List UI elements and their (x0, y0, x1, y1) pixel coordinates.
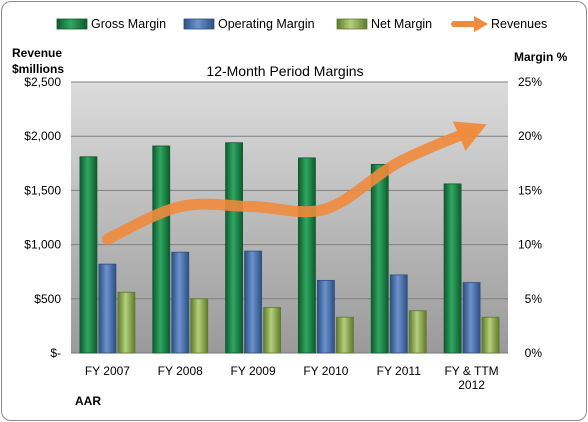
bar-gross-margin-2 (152, 145, 171, 354)
legend-swatch-net-margin (336, 18, 368, 30)
left-axis-title-line-1: Revenue (12, 46, 62, 60)
bar-net-margin-6 (481, 316, 500, 354)
left-tick-label: $2,000 (24, 129, 61, 143)
x-tick-label: FY 2010 (303, 364, 348, 378)
bar-operating-margin-5 (389, 274, 408, 354)
bar-operating-margin-2 (171, 251, 190, 354)
bar-operating-margin-3 (244, 250, 262, 354)
right-axis-ticks: 0% 5% 10% 15% 20% 25% (518, 75, 542, 360)
bar-gross-margin-1 (79, 156, 98, 354)
legend-label-gross-margin: Gross Margin (91, 17, 166, 31)
right-tick-label: 20% (518, 129, 542, 143)
revenues-line (101, 125, 478, 245)
x-tick-label: FY 2011 (377, 364, 422, 378)
gridlines (71, 81, 508, 354)
x-tick-label: 2012 (458, 378, 485, 392)
right-axis-title: Margin % (514, 50, 568, 64)
bar-gross-margin-6 (443, 183, 462, 354)
legend-label-net-margin: Net Margin (371, 17, 432, 31)
right-tick-label: 25% (518, 75, 542, 89)
legend-label-operating-margin: Operating Margin (218, 17, 315, 31)
legend-swatch-gross-margin (56, 18, 88, 30)
x-axis-ticks: FY 2007 FY 2008 FY 2009 FY 2010 FY 2011 FY & … (85, 364, 499, 392)
chart-title: 12-Month Period Margins (206, 63, 363, 79)
left-tick-label: $500 (34, 292, 61, 306)
bar-net-margin-2 (190, 298, 209, 354)
legend-swatch-revenues (451, 16, 488, 32)
bar-gross-margin-5 (370, 163, 389, 354)
x-tick-label: FY & TTM (444, 364, 498, 378)
legend: Gross Margin Operating Margin Net Margin… (56, 16, 547, 32)
right-tick-label: 15% (518, 183, 542, 197)
x-tick-label: FY 2009 (231, 364, 276, 378)
right-tick-label: 5% (525, 292, 543, 306)
bar-net-margin-5 (408, 310, 427, 354)
left-axis-ticks: $- $500 $1,000 $1,500 $2,000 $2,500 (24, 75, 61, 360)
bar-gross-margin-3 (225, 142, 243, 354)
bar-operating-margin-6 (462, 282, 481, 354)
x-tick-label: FY 2007 (85, 364, 130, 378)
bar-gross-margin-4 (298, 157, 316, 354)
company-label: AAR (75, 394, 101, 408)
bar-operating-margin-4 (317, 279, 335, 354)
right-tick-label: 0% (525, 346, 543, 360)
legend-swatch-operating-margin (183, 18, 215, 30)
left-axis-title-line-2: $millions (12, 62, 64, 76)
revenue-trend (101, 121, 487, 245)
left-tick-label: $- (50, 346, 61, 360)
right-tick-label: 10% (518, 238, 542, 252)
left-tick-label: $1,000 (24, 238, 61, 252)
bar-net-margin-3 (263, 307, 281, 354)
bar-operating-margin-1 (98, 263, 117, 354)
bar-net-margin-1 (117, 291, 136, 354)
bar-net-margin-4 (336, 316, 354, 354)
x-tick-label: FY 2008 (158, 364, 203, 378)
bars (79, 142, 500, 354)
legend-label-revenues: Revenues (491, 17, 547, 31)
left-tick-label: $2,500 (24, 75, 61, 89)
revenues-arrowhead (452, 121, 487, 151)
plot-area (71, 82, 508, 353)
left-tick-label: $1,500 (24, 183, 61, 197)
